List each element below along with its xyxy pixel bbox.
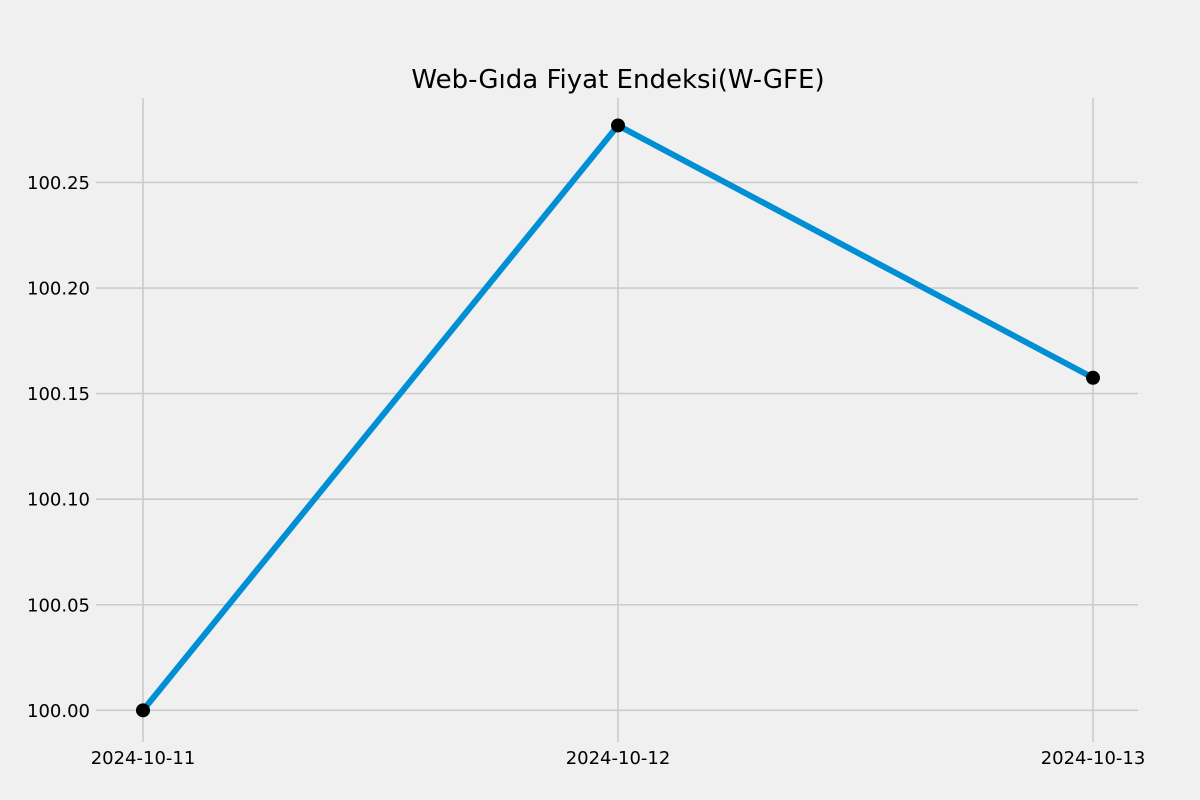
y-tick-label: 100.05 — [27, 595, 90, 616]
y-tick-label: 100.00 — [27, 701, 90, 722]
data-point — [136, 703, 150, 718]
y-tick-label: 100.20 — [27, 279, 90, 300]
chart-title: Web-Gıda Fiyat Endeksi(W-GFE) — [411, 65, 824, 95]
y-axis-ticks: 100.00 100.05 100.10 100.15 100.20 100.25 — [27, 173, 90, 722]
y-tick-label: 100.25 — [27, 173, 90, 194]
x-tick-label: 2024-10-11 — [91, 748, 196, 769]
data-point — [1086, 370, 1100, 385]
y-tick-label: 100.10 — [27, 490, 90, 511]
x-tick-label: 2024-10-13 — [1041, 748, 1146, 769]
series-layer — [136, 118, 1100, 718]
x-tick-label: 2024-10-12 — [566, 748, 671, 769]
data-point — [611, 118, 625, 133]
y-tick-label: 100.15 — [27, 384, 90, 405]
x-axis-ticks: 2024-10-11 2024-10-12 2024-10-13 — [91, 748, 1146, 769]
grid-lines — [96, 98, 1138, 742]
